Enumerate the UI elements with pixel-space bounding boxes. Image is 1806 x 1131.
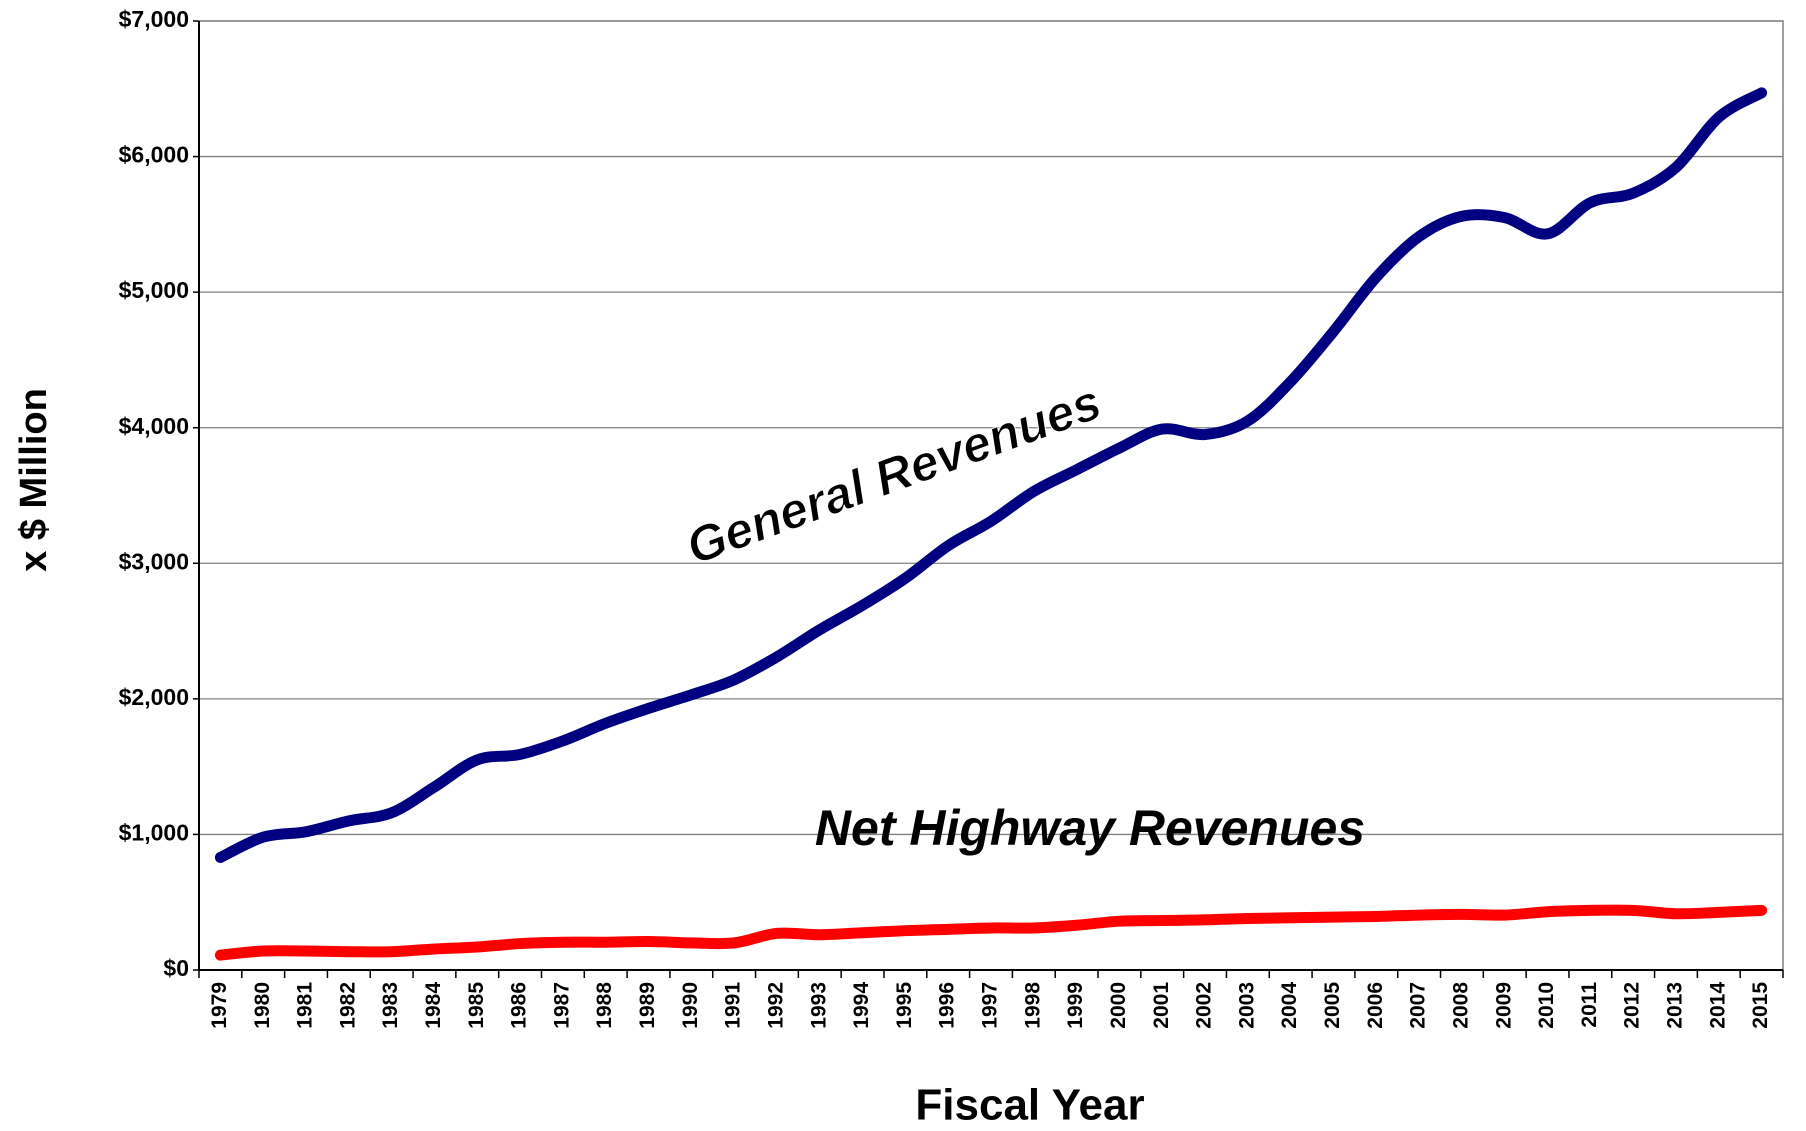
x-tick-label: 2012 xyxy=(1621,982,1644,1029)
x-tick-label: 1979 xyxy=(208,982,231,1029)
x-tick-label: 1993 xyxy=(807,982,830,1029)
series-label: Net Highway Revenues xyxy=(815,800,1365,856)
x-tick-label: 2007 xyxy=(1407,982,1430,1029)
x-tick-label: 2001 xyxy=(1150,982,1173,1029)
x-tick-label: 1992 xyxy=(764,982,787,1029)
series-line xyxy=(214,87,1768,863)
x-axis-label: Fiscal Year xyxy=(915,1081,1144,1130)
x-tick-label: 1996 xyxy=(936,982,959,1029)
x-tick-label: 2006 xyxy=(1364,982,1387,1029)
x-tick-label: 2015 xyxy=(1749,982,1772,1029)
x-tick-label: 2008 xyxy=(1449,982,1472,1029)
y-axis-label: x $ Million xyxy=(13,388,55,572)
x-tick-label: 1980 xyxy=(251,982,274,1029)
x-tick-label: 2004 xyxy=(1278,982,1301,1029)
y-tick-label: $4,000 xyxy=(119,413,189,439)
x-tick-label: 2010 xyxy=(1535,982,1558,1029)
x-tick-label: 1981 xyxy=(294,982,317,1029)
y-tick-label: $5,000 xyxy=(119,277,189,303)
x-tick-label: 1994 xyxy=(850,982,873,1029)
y-tick-label: $3,000 xyxy=(119,548,189,574)
y-tick-label: $6,000 xyxy=(119,142,189,168)
x-tick-label: 2013 xyxy=(1664,982,1687,1029)
x-tick-label: 1988 xyxy=(593,982,616,1029)
x-tick-label: 1982 xyxy=(336,982,359,1029)
x-tick-label: 1987 xyxy=(550,982,573,1029)
x-tick-label: 1995 xyxy=(893,982,916,1029)
x-tick-label: 2003 xyxy=(1235,982,1258,1029)
x-tick-label: 1983 xyxy=(379,982,402,1029)
x-tick-label: 1997 xyxy=(979,982,1002,1029)
y-tick-label: $7,000 xyxy=(119,6,189,32)
x-tick-label: 1990 xyxy=(679,982,702,1029)
series-label: General Revenues xyxy=(679,374,1108,576)
x-tick-label: 1999 xyxy=(1064,982,1087,1029)
y-tick-label: $0 xyxy=(163,955,189,981)
x-tick-label: 2000 xyxy=(1107,982,1130,1029)
series-line xyxy=(214,904,1768,961)
x-tick-label: 2011 xyxy=(1578,982,1601,1028)
x-tick-label: 1998 xyxy=(1021,982,1044,1029)
x-tick-label: 2005 xyxy=(1321,982,1344,1029)
x-tick-label: 1991 xyxy=(722,982,745,1029)
x-tick-label: 2014 xyxy=(1706,982,1729,1029)
y-tick-label: $1,000 xyxy=(119,820,189,846)
x-tick-label: 2009 xyxy=(1492,982,1515,1029)
x-tick-label: 1989 xyxy=(636,982,659,1029)
x-tick-label: 2002 xyxy=(1193,982,1216,1029)
x-tick-label: 1985 xyxy=(465,982,488,1029)
y-tick-label: $2,000 xyxy=(119,684,189,710)
x-tick-label: 1984 xyxy=(422,982,445,1029)
x-tick-label: 1986 xyxy=(508,982,531,1029)
